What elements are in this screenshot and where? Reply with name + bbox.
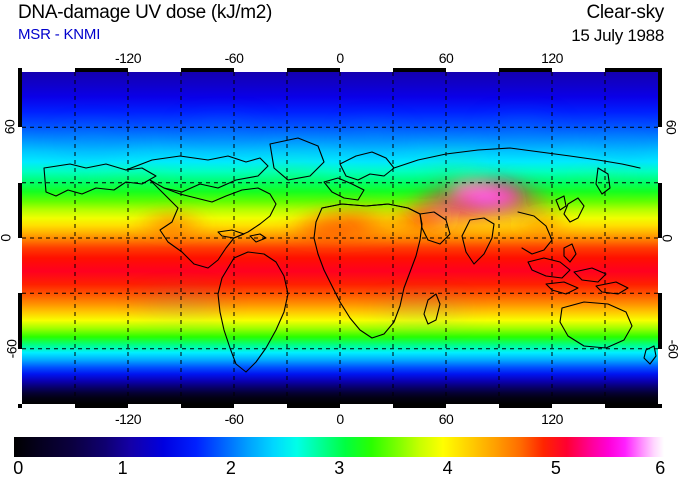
left-axis-ticks	[18, 68, 22, 408]
date-label: 15 July 1988	[571, 26, 664, 45]
colorbar-tick-label: 3	[334, 458, 344, 478]
colorbar-tick-label: 4	[442, 458, 453, 478]
sky-condition-label: Clear-sky	[586, 2, 664, 23]
x-tick-label: 120	[541, 50, 563, 66]
colorbar	[14, 437, 664, 457]
colorbar-tick-label: 1	[117, 458, 128, 478]
x-tick-label: -120	[114, 50, 142, 66]
colorbar-tick-label: 5	[550, 458, 561, 478]
x-tick-label: -120	[114, 411, 142, 427]
graticule-grid	[22, 72, 658, 404]
colorbar-tick-label: 2	[225, 458, 236, 478]
x-tick-label: 60	[438, 411, 454, 427]
chart-header: DNA-damage UV dose (kJ/m2) MSR - KNMI Cl…	[0, 0, 678, 52]
colorbar-gradient	[14, 437, 664, 457]
x-tick-label: 0	[336, 411, 344, 427]
x-tick-label: 60	[438, 50, 454, 66]
coastline-overlay	[43, 137, 657, 373]
uv-dose-map	[18, 68, 662, 408]
y-tick-label: 60	[663, 120, 678, 135]
page-title: DNA-damage UV dose (kJ/m2)	[18, 2, 273, 23]
y-tick-label: 0	[659, 234, 676, 242]
x-tick-label: -60	[224, 411, 244, 427]
plot-frame	[18, 68, 662, 408]
x-tick-label: 0	[336, 50, 344, 66]
y-tick-label: 0	[0, 234, 14, 241]
x-tick-label: 120	[541, 411, 563, 427]
colorbar-tick-label: 6	[655, 458, 665, 478]
y-tick-label: -60	[665, 339, 678, 359]
bottom-axis-ticks	[18, 404, 662, 408]
top-axis-ticks	[18, 68, 662, 72]
right-axis-ticks	[658, 68, 662, 408]
y-tick-label: -60	[3, 339, 20, 359]
map-canvas	[22, 72, 658, 404]
y-tick-label: 60	[1, 120, 18, 135]
x-tick-label: -60	[224, 50, 244, 66]
colorbar-tick-label: 0	[13, 458, 23, 478]
data-source-label: MSR - KNMI	[18, 26, 101, 43]
